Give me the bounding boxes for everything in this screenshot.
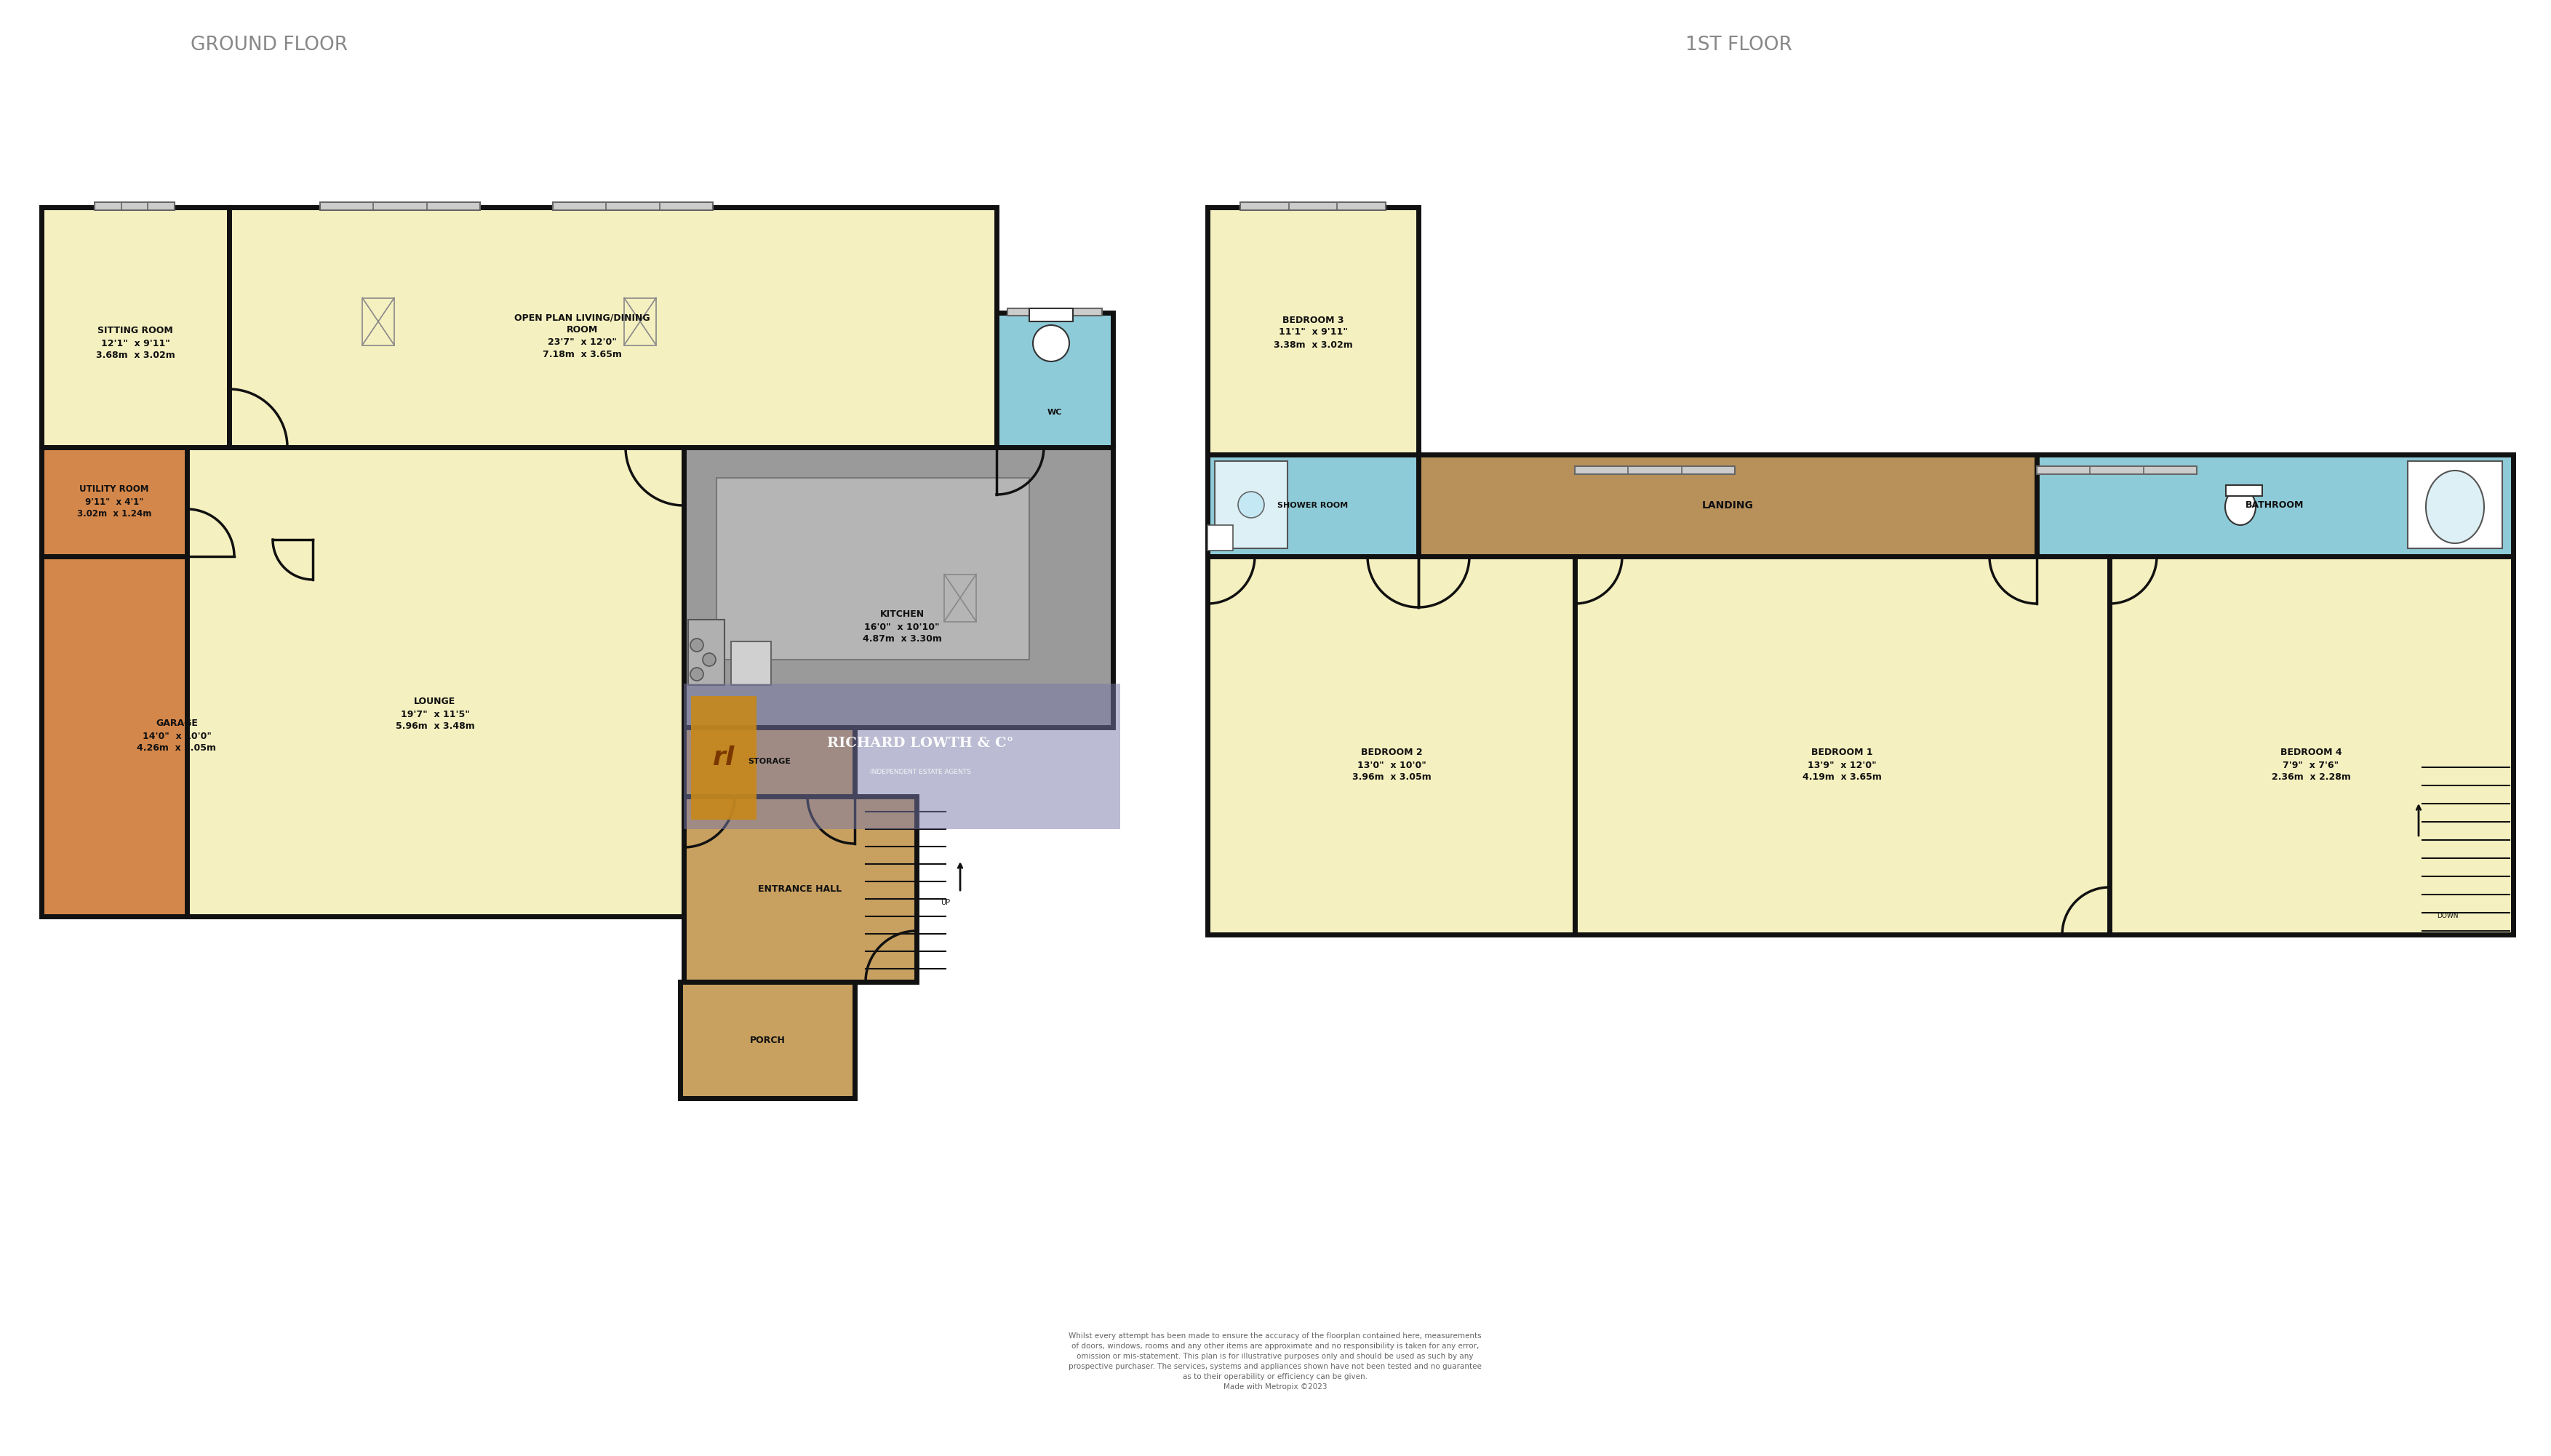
Bar — [41, 207, 230, 447]
Bar — [1207, 454, 1418, 556]
Ellipse shape — [2426, 470, 2485, 543]
Bar — [1574, 466, 1735, 475]
Bar — [1574, 556, 2110, 935]
Bar — [684, 728, 855, 796]
Bar — [997, 313, 1112, 447]
Text: RICHARD LOWTH & C°: RICHARD LOWTH & C° — [827, 737, 1013, 750]
Bar — [186, 447, 684, 916]
Bar — [41, 556, 314, 916]
Bar — [732, 642, 770, 686]
Text: Whilst every attempt has been made to ensure the accuracy of the floorplan conta: Whilst every attempt has been made to en… — [1069, 1332, 1482, 1390]
Text: rl: rl — [712, 745, 735, 770]
Circle shape — [691, 639, 704, 652]
Text: BEDROOM 3
11'1"  x 9'11"
3.38m  x 3.02m: BEDROOM 3 11'1" x 9'11" 3.38m x 3.02m — [1273, 316, 1352, 349]
Bar — [2036, 466, 2196, 475]
Bar — [1207, 207, 1418, 454]
Text: WC: WC — [1048, 409, 1061, 416]
Bar — [1214, 462, 1288, 549]
Text: LOUNGE
19'7"  x 11'5"
5.96m  x 3.48m: LOUNGE 19'7" x 11'5" 5.96m x 3.48m — [395, 697, 474, 731]
Bar — [944, 574, 977, 622]
Text: LANDING: LANDING — [1702, 501, 1753, 511]
Ellipse shape — [2224, 489, 2255, 526]
Text: BEDROOM 2
13'0"  x 10'0"
3.96m  x 3.05m: BEDROOM 2 13'0" x 10'0" 3.96m x 3.05m — [1352, 748, 1431, 782]
Bar — [684, 447, 1112, 728]
Bar — [41, 447, 186, 556]
Bar — [1418, 454, 2036, 556]
Text: DOWN: DOWN — [2436, 913, 2459, 919]
Text: STORAGE: STORAGE — [747, 757, 791, 764]
Bar — [684, 684, 1120, 828]
Bar — [717, 478, 1028, 660]
Bar — [554, 202, 712, 210]
Text: BATHROOM: BATHROOM — [2245, 501, 2304, 510]
Circle shape — [1237, 492, 1265, 518]
Text: KITCHEN
16'0"  x 10'10"
4.87m  x 3.30m: KITCHEN 16'0" x 10'10" 4.87m x 3.30m — [862, 610, 941, 644]
Text: UTILITY ROOM
9'11"  x 4'1"
3.02m  x 1.24m: UTILITY ROOM 9'11" x 4'1" 3.02m x 1.24m — [77, 485, 151, 518]
Text: 1ST FLOOR: 1ST FLOOR — [1686, 35, 1791, 54]
Bar — [1008, 309, 1102, 316]
Bar — [2227, 485, 2263, 496]
Bar — [362, 298, 395, 345]
Text: INDEPENDENT ESTATE AGENTS: INDEPENDENT ESTATE AGENTS — [870, 769, 972, 776]
Bar — [684, 796, 916, 981]
Bar — [319, 202, 480, 210]
Bar — [94, 202, 173, 210]
Text: SITTING ROOM
12'1"  x 9'11"
3.68m  x 3.02m: SITTING ROOM 12'1" x 9'11" 3.68m x 3.02m — [97, 326, 176, 361]
Text: BEDROOM 4
7'9"  x 7'6"
2.36m  x 2.28m: BEDROOM 4 7'9" x 7'6" 2.36m x 2.28m — [2270, 748, 2349, 782]
Bar — [691, 696, 758, 820]
Bar — [1207, 556, 1574, 935]
Text: OPEN PLAN LIVING/DINING
ROOM
23'7"  x 12'0"
7.18m  x 3.65m: OPEN PLAN LIVING/DINING ROOM 23'7" x 12'… — [515, 313, 651, 360]
Circle shape — [691, 668, 704, 681]
Bar — [689, 620, 724, 686]
Bar — [230, 207, 997, 447]
Bar — [1240, 202, 1385, 210]
Bar — [1207, 526, 1232, 550]
Text: SHOWER ROOM: SHOWER ROOM — [1278, 502, 1349, 510]
Bar — [2110, 556, 2513, 935]
Circle shape — [702, 654, 717, 667]
Bar — [2036, 454, 2513, 556]
Text: GROUND FLOOR: GROUND FLOOR — [191, 35, 347, 54]
Text: UP: UP — [941, 898, 952, 906]
Bar — [2408, 462, 2503, 549]
Text: ENTRANCE HALL: ENTRANCE HALL — [758, 884, 842, 894]
Text: BEDROOM 1
13'9"  x 12'0"
4.19m  x 3.65m: BEDROOM 1 13'9" x 12'0" 4.19m x 3.65m — [1801, 748, 1883, 782]
Text: GARAGE
14'0"  x 10'0"
4.26m  x 3.05m: GARAGE 14'0" x 10'0" 4.26m x 3.05m — [138, 719, 217, 753]
Ellipse shape — [1033, 325, 1069, 361]
Bar — [681, 981, 855, 1098]
Bar — [625, 298, 656, 345]
Bar — [1028, 309, 1074, 322]
Text: PORCH: PORCH — [750, 1035, 786, 1045]
